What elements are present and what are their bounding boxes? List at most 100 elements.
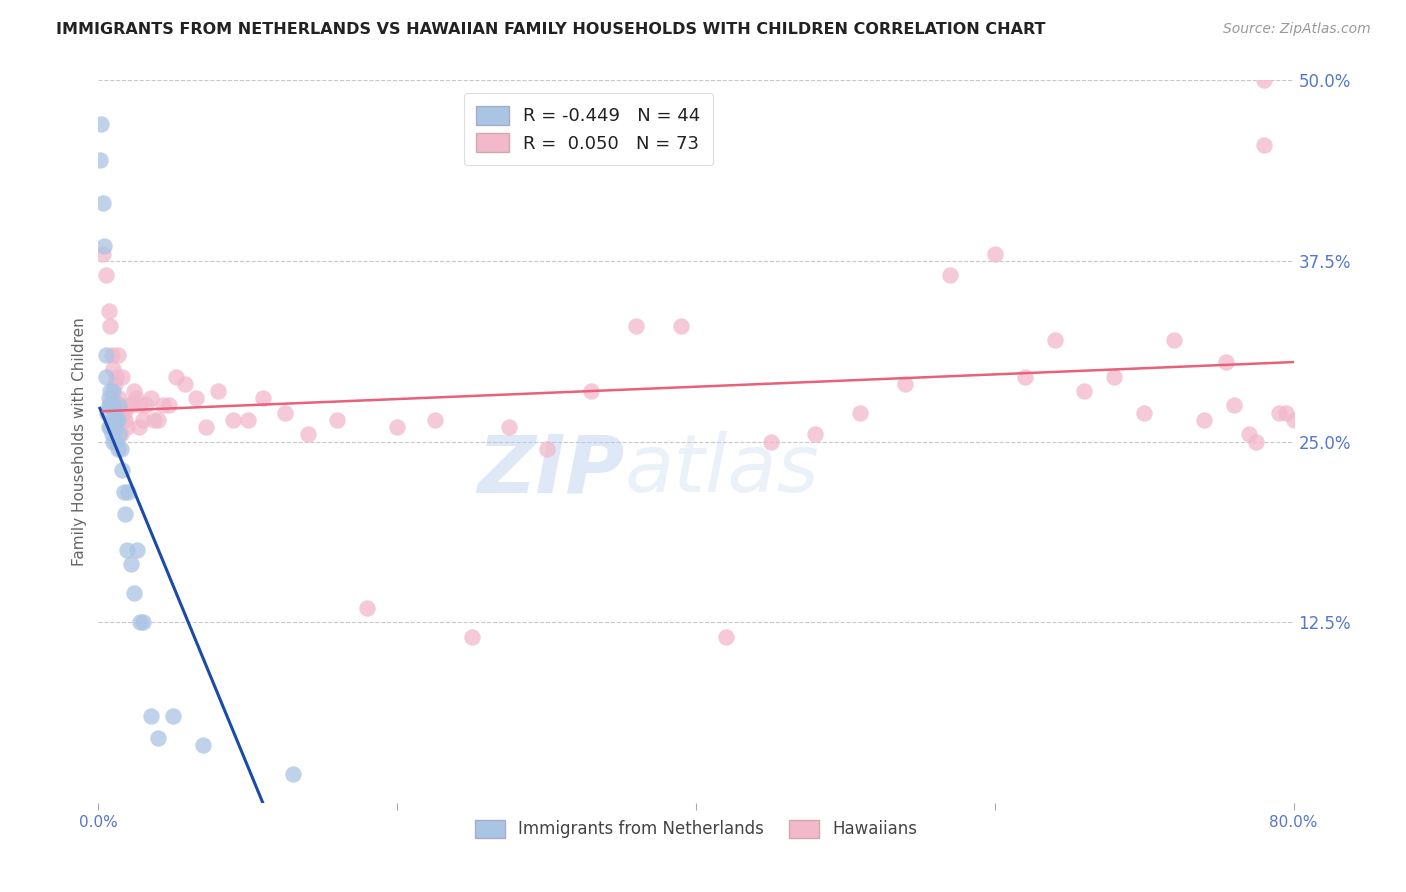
Point	[103, 384, 125, 398]
Text: IMMIGRANTS FROM NETHERLANDS VS HAWAIIAN FAMILY HOUSEHOLDS WITH CHILDREN CORRELAT: IMMIGRANTS FROM NETHERLANDS VS HAWAIIAN …	[56, 22, 1046, 37]
Point	[139, 391, 162, 405]
Point	[326, 413, 349, 427]
Point	[1215, 355, 1237, 369]
Point	[165, 369, 187, 384]
Point	[101, 427, 124, 442]
Point	[90, 117, 112, 131]
Point	[108, 398, 131, 412]
Point	[191, 738, 214, 752]
Point	[195, 420, 218, 434]
Point	[461, 630, 484, 644]
Point	[894, 376, 917, 391]
Point	[125, 391, 148, 405]
Point	[114, 413, 136, 427]
Point	[669, 318, 692, 333]
Point	[103, 398, 125, 412]
Point	[1253, 73, 1275, 87]
Point	[132, 615, 155, 630]
Text: ZIP: ZIP	[477, 432, 624, 509]
Point	[274, 406, 297, 420]
Point	[117, 485, 139, 500]
Point	[148, 731, 170, 745]
Point	[356, 600, 378, 615]
Point	[714, 630, 737, 644]
Point	[104, 420, 127, 434]
Point	[139, 709, 162, 723]
Point	[132, 413, 155, 427]
Legend: Immigrants from Netherlands, Hawaiians: Immigrants from Netherlands, Hawaiians	[468, 813, 924, 845]
Point	[536, 442, 558, 456]
Point	[129, 615, 152, 630]
Point	[112, 485, 135, 500]
Point	[423, 413, 446, 427]
Point	[97, 304, 120, 318]
Point	[581, 384, 603, 398]
Point	[1163, 334, 1185, 348]
Point	[498, 420, 520, 434]
Point	[804, 427, 827, 442]
Point	[115, 420, 138, 434]
Point	[105, 413, 128, 427]
Point	[1244, 434, 1267, 449]
Point	[236, 413, 259, 427]
Point	[148, 413, 170, 427]
Point	[103, 391, 125, 405]
Point	[114, 507, 136, 521]
Point	[103, 434, 125, 449]
Point	[110, 406, 132, 420]
Point	[128, 420, 150, 434]
Point	[98, 318, 122, 333]
Point	[108, 391, 131, 405]
Point	[97, 398, 120, 412]
Point	[222, 413, 245, 427]
Point	[111, 369, 134, 384]
Point	[1267, 406, 1289, 420]
Point	[101, 413, 124, 427]
Point	[120, 558, 142, 572]
Point	[97, 420, 120, 434]
Point	[1275, 406, 1298, 420]
Point	[97, 391, 120, 405]
Point	[101, 348, 124, 362]
Point	[117, 398, 139, 412]
Point	[115, 542, 138, 557]
Point	[94, 369, 117, 384]
Point	[939, 268, 962, 283]
Point	[101, 413, 124, 427]
Point	[105, 369, 128, 384]
Point	[1253, 138, 1275, 153]
Point	[107, 442, 129, 456]
Point	[157, 398, 180, 412]
Point	[111, 463, 134, 477]
Point	[103, 413, 125, 427]
Text: atlas: atlas	[624, 432, 820, 509]
Point	[759, 434, 782, 449]
Point	[1073, 384, 1095, 398]
Point	[162, 709, 184, 723]
Point	[1223, 398, 1246, 412]
Point	[849, 406, 872, 420]
Point	[96, 406, 118, 420]
Point	[297, 427, 319, 442]
Point	[1043, 334, 1066, 348]
Point	[1133, 406, 1156, 420]
Point	[107, 348, 129, 362]
Point	[98, 384, 122, 398]
Point	[1192, 413, 1215, 427]
Point	[142, 413, 165, 427]
Point	[120, 398, 142, 412]
Point	[135, 398, 157, 412]
Text: Source: ZipAtlas.com: Source: ZipAtlas.com	[1223, 22, 1371, 37]
Point	[112, 406, 135, 420]
Point	[1282, 413, 1305, 427]
Point	[1014, 369, 1036, 384]
Point	[107, 413, 129, 427]
Point	[91, 246, 114, 260]
Point	[984, 246, 1007, 260]
Y-axis label: Family Households with Children: Family Households with Children	[72, 318, 87, 566]
Point	[110, 427, 132, 442]
Point	[104, 406, 127, 420]
Point	[110, 442, 132, 456]
Point	[385, 420, 409, 434]
Point	[98, 398, 122, 412]
